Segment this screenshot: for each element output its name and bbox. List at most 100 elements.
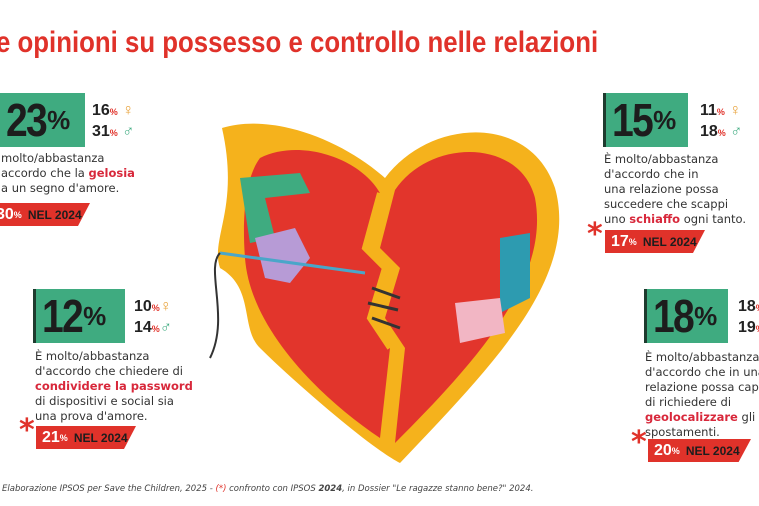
highlight-word: gelosia [88, 166, 135, 180]
text-line: gli [737, 410, 756, 424]
prev-label: NEL 2024 [73, 430, 128, 445]
male-value: 14 [134, 319, 152, 336]
prev-value: 17 [611, 232, 629, 250]
main-stat-box: 18% [644, 289, 728, 343]
percent-sign: % [671, 445, 680, 456]
text-line: d'accordo che in [604, 167, 699, 181]
text-line: È molto/abbastanza [35, 349, 150, 363]
male-icon: ♂ [730, 123, 743, 140]
percent-sign: % [716, 107, 725, 117]
text-line: molto/abbastanza [1, 151, 105, 165]
text-line: relazione possa capitare [645, 380, 759, 394]
text-line: È molto/abbastanza [604, 152, 719, 166]
text-line: accordo che la [1, 166, 89, 180]
male-icon: ♂ [122, 123, 135, 140]
main-stat-value: 23 [6, 94, 48, 146]
stitches [367, 286, 401, 330]
crack [361, 192, 393, 350]
main-stat-value: 15 [612, 94, 654, 146]
needle [219, 251, 366, 275]
percent-sign: % [83, 300, 107, 331]
female-value: 11 [700, 102, 717, 119]
text-line: d'accordo che chiedere di [35, 364, 184, 378]
heart-right [380, 151, 538, 443]
highlight-word: schiaffo [629, 212, 681, 226]
gender-stats: 16% ♀ 31% ♂ [92, 101, 134, 143]
footer-asterisk: (*) [215, 484, 227, 494]
text-line: a un segno d'amore. [1, 181, 120, 195]
stat-description: È molto/abbastanza d'accordo che in una … [604, 152, 746, 227]
percent-sign: % [694, 300, 718, 331]
text-line: una relazione possa [604, 182, 719, 196]
gender-stats: 10%♀ 14%♂ [134, 297, 172, 339]
text-line: una prova d'amore. [35, 409, 148, 423]
prev-year-badge: 30% NEL 2024 [0, 203, 90, 226]
asterisk-icon: * [19, 413, 35, 448]
source-footer: Elaborazione IPSOS per Save the Children… [2, 484, 533, 494]
right-hand [455, 298, 505, 343]
footer-text: , in Dossier "Le ragazze stanno bene?" 2… [342, 484, 534, 494]
highlight-word: geolocalizzare [645, 410, 738, 424]
stat-description: È molto/abbastanza d'accordo che chieder… [35, 349, 193, 424]
female-icon: ♀ [729, 102, 742, 119]
percent-sign: % [151, 324, 160, 334]
left-hand [255, 228, 310, 283]
prev-label: NEL 2024 [642, 234, 697, 249]
percent-sign: % [13, 209, 22, 220]
stat-description: molto/abbastanza accordo che la gelosia … [1, 151, 135, 196]
text-line: succedere che scappi [604, 197, 729, 211]
gender-stats: 18% ♀ 19% ♂ [738, 297, 759, 339]
main-stat-box: 23% [0, 93, 85, 147]
percent-sign: % [151, 303, 160, 313]
text-line: ogni tanto. [680, 212, 747, 226]
female-icon: ♀ [159, 298, 172, 315]
heart-illustration [209, 123, 560, 463]
prev-year-badge: 20% NEL 2024 [648, 439, 751, 462]
stat-description: È molto/abbastanza d'accordo che in una … [645, 350, 759, 440]
text-line: uno [604, 212, 630, 226]
percent-sign: % [653, 104, 677, 135]
prev-year-badge: 21% NEL 2024 [36, 426, 136, 449]
male-value: 19 [738, 319, 756, 336]
asterisk-icon: * [587, 217, 603, 252]
prev-label: NEL 2024 [27, 207, 82, 222]
asterisk-icon: * [631, 425, 647, 460]
main-stat-box: 12% [33, 289, 125, 343]
percent-sign: % [59, 432, 68, 443]
percent-sign: % [109, 128, 118, 138]
prev-label: NEL 2024 [685, 443, 740, 458]
prev-value: 30 [0, 205, 14, 223]
heart-left [243, 150, 390, 438]
right-arm [500, 233, 530, 313]
prev-year-badge: 17% NEL 2024 [605, 230, 705, 253]
percent-sign: % [628, 236, 637, 247]
text-line: di dispositivi e social sia [35, 394, 174, 408]
female-value: 16 [92, 102, 110, 119]
male-value: 18 [700, 123, 718, 140]
footer-text: confronto con IPSOS [226, 484, 319, 494]
page-title: e opinioni su possesso e controllo nelle… [0, 26, 599, 59]
percent-sign: % [756, 303, 759, 313]
prev-value: 21 [42, 428, 60, 446]
highlight-word: condividere la password [35, 379, 193, 393]
text-line: È molto/abbastanza [645, 350, 759, 364]
percent-sign: % [756, 324, 759, 334]
text-line: spostamenti. [645, 425, 720, 439]
percent-sign: % [47, 104, 71, 135]
left-arm [240, 173, 310, 243]
percent-sign: % [717, 128, 726, 138]
main-stat-value: 18 [653, 290, 695, 342]
gender-stats: 11% ♀ 18% ♂ [700, 101, 742, 143]
percent-sign: % [109, 107, 118, 117]
female-icon: ♀ [122, 102, 135, 119]
female-value: 18 [738, 298, 756, 315]
text-line: di richiedere di [645, 395, 732, 409]
male-icon: ♂ [159, 319, 172, 336]
male-value: 31 [92, 123, 110, 140]
thread [209, 252, 221, 359]
female-value: 10 [134, 298, 152, 315]
text-line: d'accordo che in una [645, 365, 759, 379]
footer-text: Elaborazione IPSOS per Save the Children… [2, 484, 216, 494]
main-stat-box: 15% [603, 93, 688, 147]
main-stat-value: 12 [42, 290, 84, 342]
